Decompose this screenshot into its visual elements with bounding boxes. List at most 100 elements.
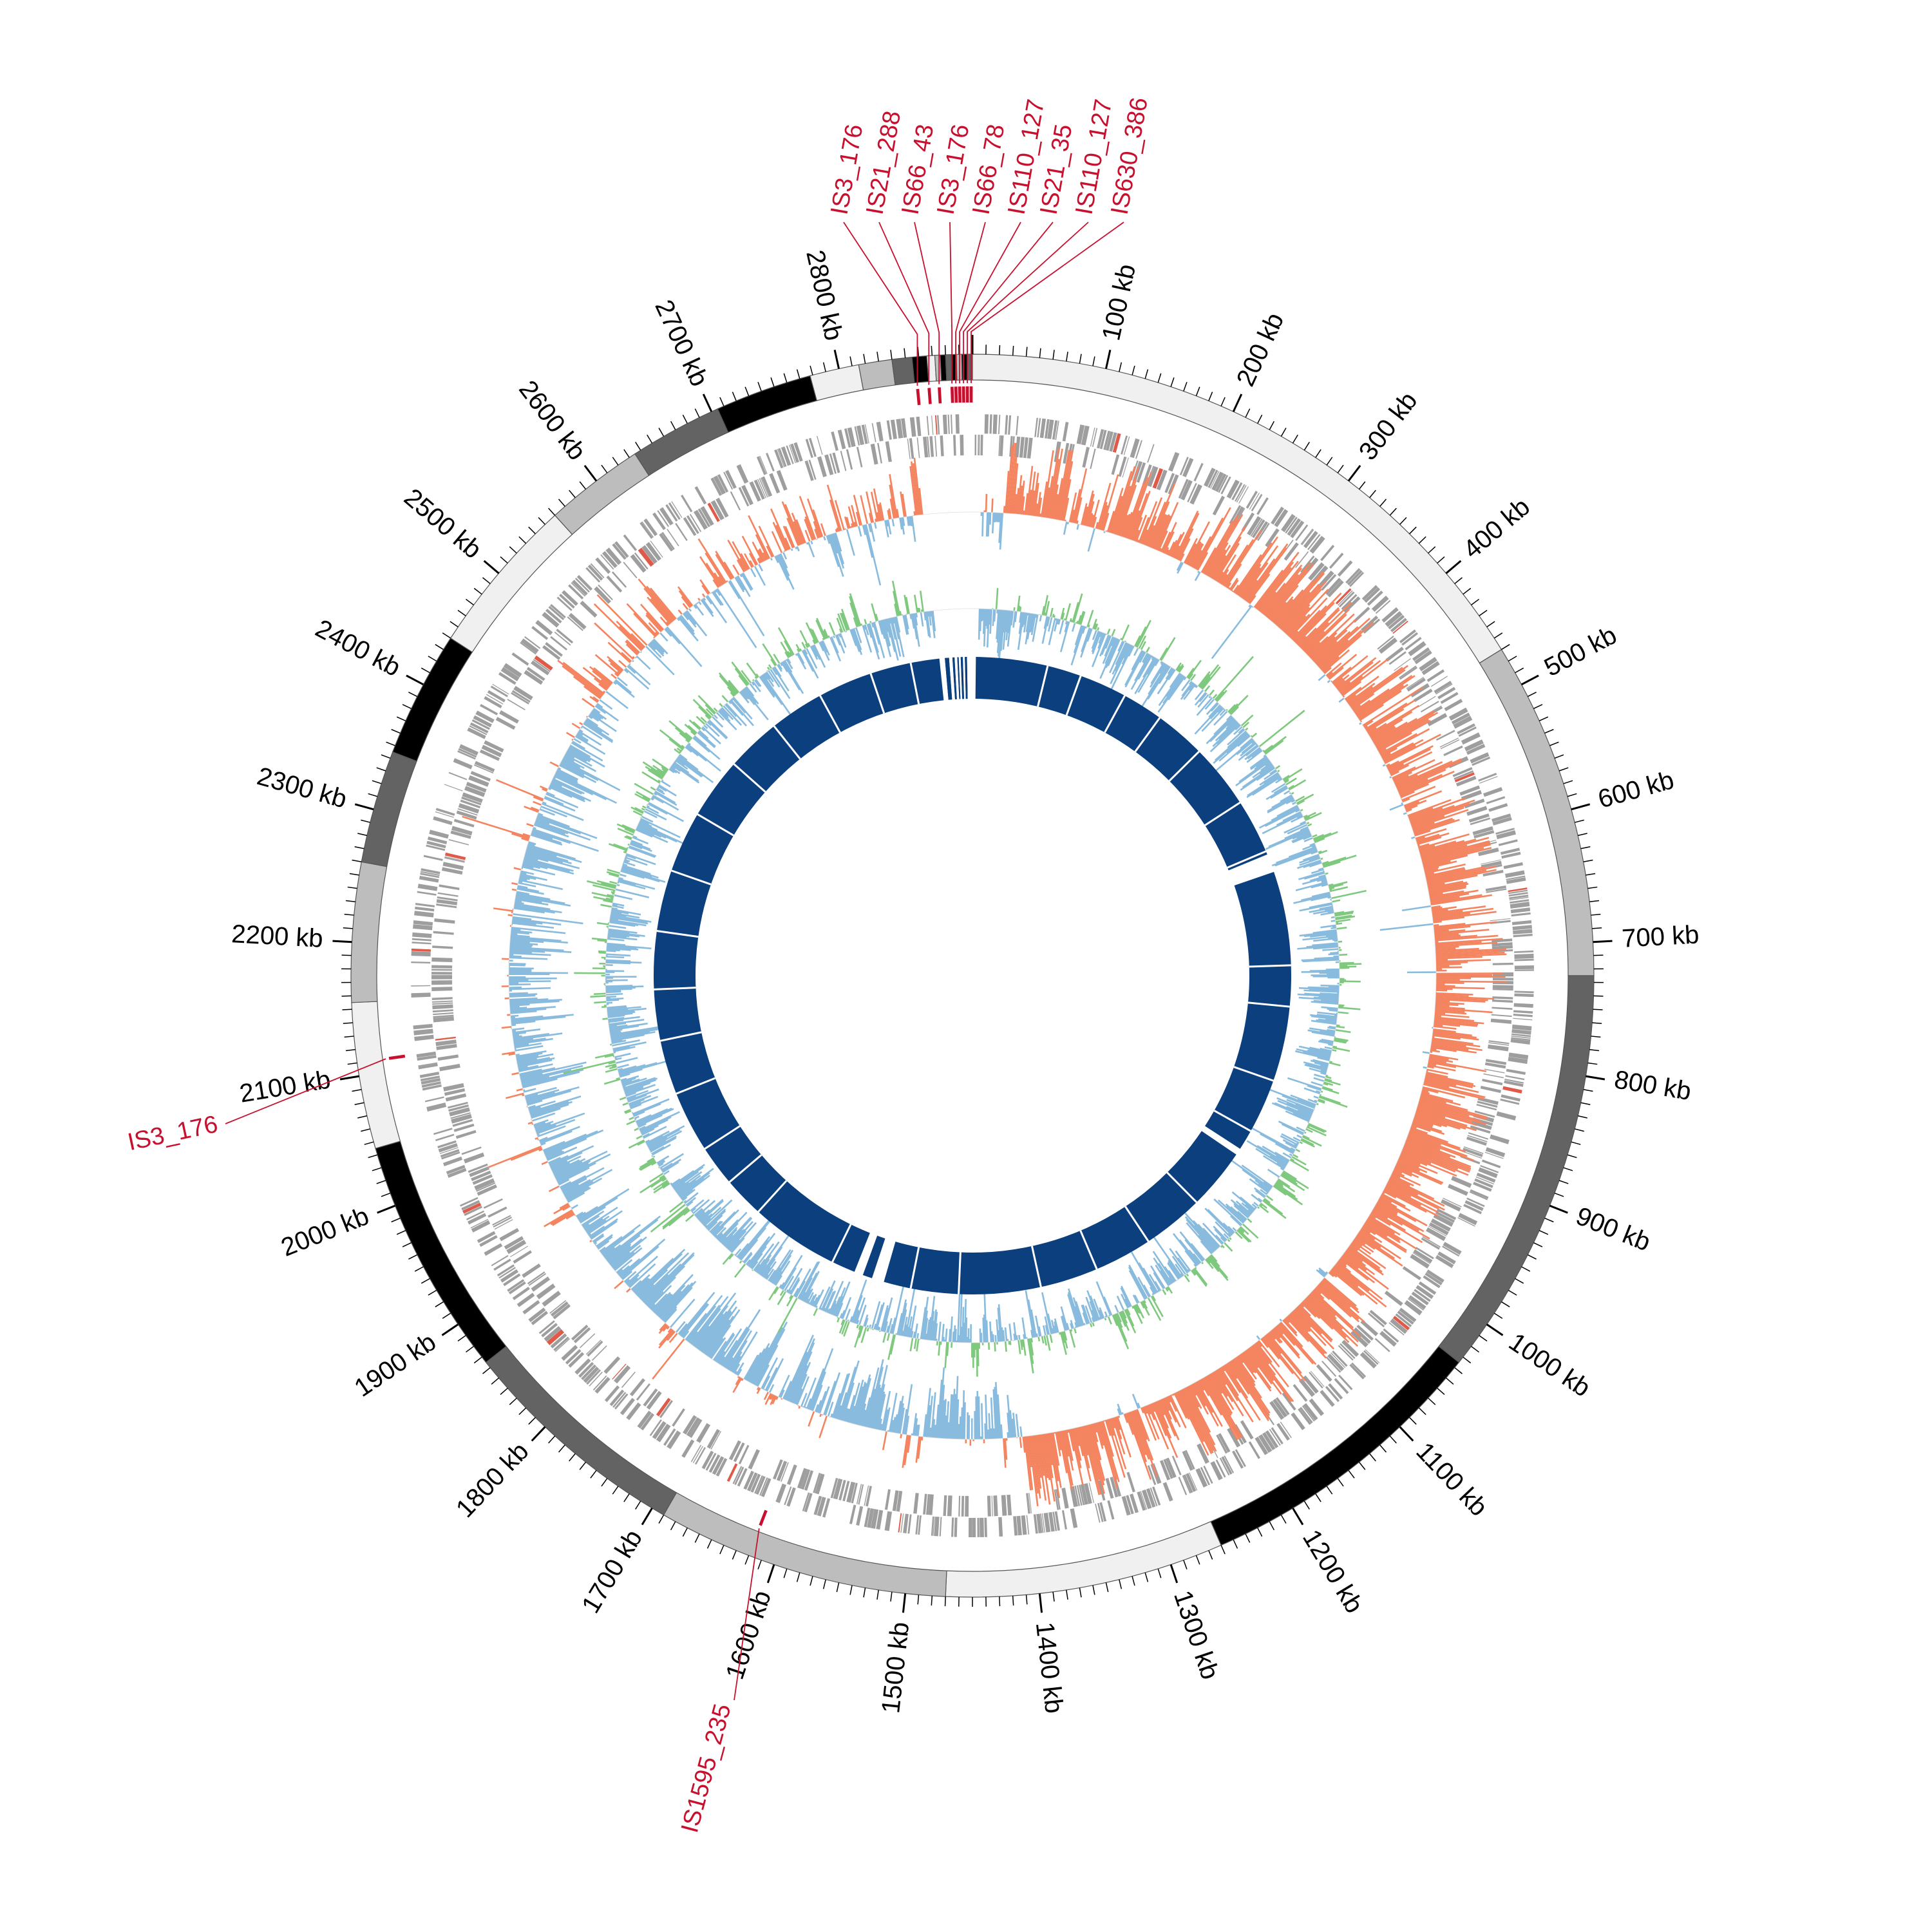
gc-content-bar-negative (1120, 1287, 1132, 1308)
gc-content-bar-negative (1325, 907, 1334, 911)
gc-content-bar-negative (1313, 909, 1334, 915)
gc-content-bar-negative (1142, 653, 1150, 664)
gc-content-bar-negative (1316, 878, 1327, 882)
gc-skew-bar-positive (508, 1052, 516, 1056)
gc-content-bar-negative (901, 1331, 904, 1336)
gc-content-bar-negative (1030, 613, 1036, 632)
gc-skew-bar-positive (1326, 672, 1333, 678)
gc-skew-bar-positive (1422, 847, 1492, 866)
gc-content-bar-negative (1317, 1056, 1330, 1061)
gc-content-bar-positive (1177, 663, 1184, 672)
gene-feature-785 (448, 839, 469, 846)
is-element-mark-10 (388, 1054, 406, 1060)
minor-tick (1583, 859, 1593, 863)
gc-content-bar-negative (610, 1025, 667, 1036)
gc-skew-bar-negative (586, 717, 599, 727)
gc-content-bar-negative (1296, 1048, 1331, 1058)
gene-feature-180 (1457, 723, 1475, 735)
gc-skew-bar-positive (1251, 1345, 1294, 1403)
gc-content-bar-positive (632, 810, 643, 817)
minor-tick (558, 1444, 565, 1453)
gc-skew-bar-positive (1121, 513, 1131, 537)
gc-skew-bar-negative (509, 997, 538, 1001)
gene-feature-207 (1492, 817, 1512, 826)
gene-feature-234 (1510, 902, 1530, 909)
gene-feature-926 (756, 456, 767, 475)
gc-skew-bar-negative (555, 771, 578, 784)
major-tick (531, 1426, 546, 1442)
gene-feature-470 (1080, 1484, 1088, 1505)
gc-content-bar-negative (1010, 611, 1014, 626)
gc-skew-bar-positive (1435, 945, 1459, 949)
gc-skew-bar-positive (1430, 893, 1470, 902)
gc-skew-bar-positive (1408, 807, 1443, 821)
minor-tick (1471, 598, 1479, 605)
gc-skew-bar-positive (1385, 1186, 1421, 1206)
contig-segment-18 (858, 359, 896, 391)
gc-skew-bar-negative (547, 787, 551, 791)
gc-skew-bar-positive (1192, 1383, 1207, 1407)
gc-content-bar-negative (1082, 626, 1086, 634)
gc-content-bar-negative (1177, 1257, 1189, 1273)
gene-feature-695 (442, 1156, 463, 1167)
gene-feature-938 (793, 442, 803, 462)
gc-content-bar-negative (1306, 943, 1339, 948)
gc-content-bar-negative (982, 609, 985, 634)
minor-tick (796, 369, 800, 379)
gene-feature-370 (1374, 1338, 1390, 1352)
gc-content-bar-positive (875, 613, 879, 621)
gc-skew-bar-positive (1306, 1296, 1359, 1347)
gc-skew-bar-positive (1174, 510, 1199, 559)
gc-content-bar-positive (1305, 1128, 1313, 1133)
gc-skew-bar-positive (1382, 742, 1414, 761)
gene-feature-451 (1150, 1487, 1158, 1506)
gc-content-bar-negative (1009, 1323, 1012, 1341)
gc-skew-bar-positive (1387, 1180, 1445, 1211)
gc-content-bar-positive (1336, 1024, 1340, 1027)
gene-feature-306 (1485, 1147, 1506, 1157)
gc-content-bar-negative (1233, 1203, 1250, 1218)
gc-skew-bar-negative (993, 1428, 996, 1439)
gc-content-bar-negative (609, 925, 627, 929)
gene-feature-807 (474, 761, 495, 772)
gc-content-bar-negative (1167, 667, 1173, 675)
gc-skew-bar-negative (757, 1364, 770, 1387)
gene-feature-909 (710, 500, 724, 520)
gc-skew-bar-positive (1425, 867, 1465, 878)
gc-skew-bar-negative (853, 1381, 866, 1425)
gc-content-bar-negative (657, 1159, 665, 1165)
gc-skew-bar-positive (1379, 1195, 1392, 1204)
gc-content-bar-positive (659, 729, 685, 750)
gc-skew-bar-positive (705, 562, 722, 587)
gc-skew-bar-positive (1425, 1074, 1476, 1088)
gc-skew-bar-negative (551, 779, 582, 795)
gc-skew-bar-positive (1408, 807, 1434, 819)
gc-skew-bar-positive (562, 1205, 571, 1211)
gc-content-bar-positive (563, 1059, 616, 1074)
gc-skew-bar-negative (729, 580, 765, 637)
gc-content-bar-positive (1052, 614, 1055, 618)
gene-feature-416 (1255, 1436, 1269, 1455)
minor-tick (810, 1576, 813, 1586)
gene-feature-793 (456, 810, 477, 820)
gc-skew-bar-positive (1434, 929, 1466, 934)
gc-skew-bar-positive (1293, 605, 1327, 641)
major-tick (1170, 1564, 1179, 1584)
gc-skew-bar-negative (538, 1137, 548, 1142)
gc-content-bar-negative (1298, 1045, 1332, 1054)
gc-content-bar-negative (1012, 611, 1016, 628)
gc-content-bar-negative (806, 1298, 810, 1304)
gc-content-bar-negative (1226, 718, 1236, 727)
gene-feature-972 (916, 416, 922, 437)
gc-content-bar-positive (841, 1320, 848, 1335)
gc-skew-bar-positive (1369, 711, 1413, 738)
gene-feature-390 (1328, 1383, 1343, 1400)
gc-skew-bar-positive (1211, 1372, 1235, 1410)
gc-skew-bar-negative (511, 928, 521, 931)
gc-skew-bar-positive (1431, 905, 1441, 909)
gc-skew-bar-positive (1386, 760, 1399, 768)
gc-content-bar-positive (1119, 1311, 1130, 1331)
gc-skew-bar-negative (509, 980, 551, 983)
gc-skew-bar-positive (1265, 562, 1311, 618)
gc-content-bar-positive (1210, 1254, 1218, 1262)
